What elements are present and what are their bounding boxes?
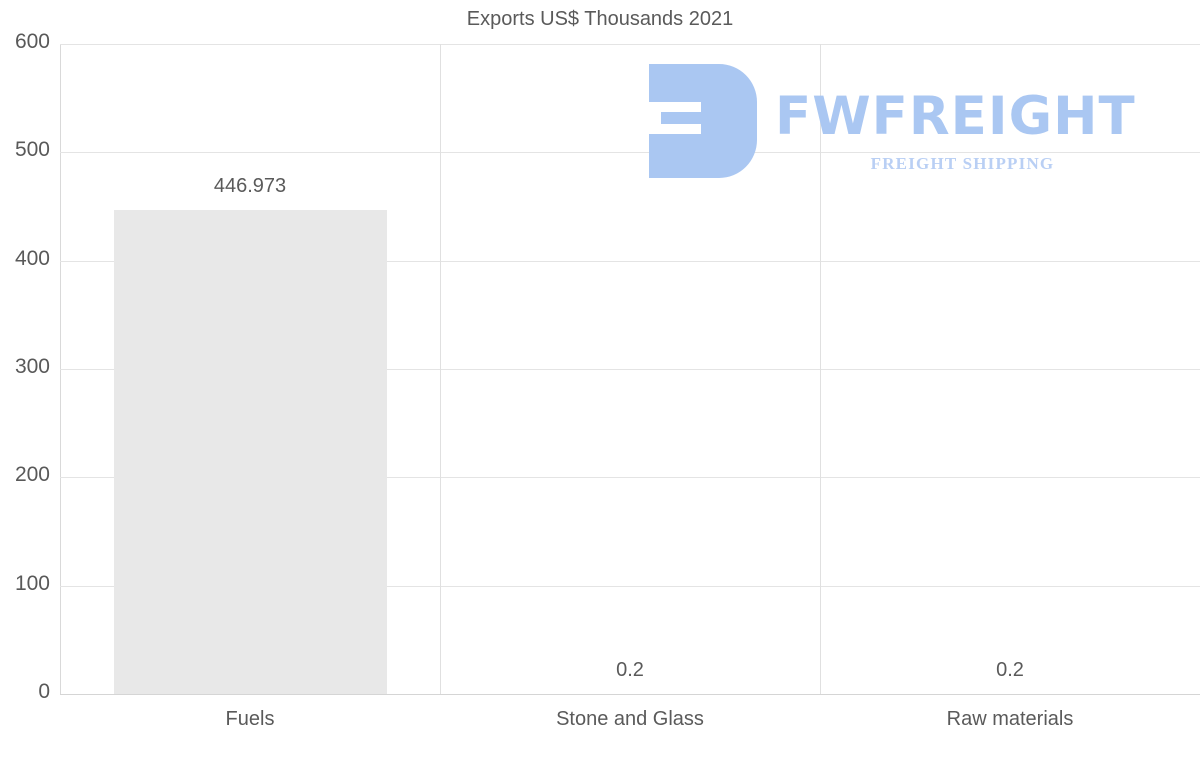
x-axis-tick-label: Fuels — [225, 708, 275, 730]
gridline — [60, 152, 1200, 153]
gridline — [60, 369, 1200, 370]
gridline — [60, 44, 1200, 45]
gridline — [60, 586, 1200, 587]
plot-area — [60, 44, 1200, 695]
data-label: 0.2 — [616, 658, 644, 681]
y-axis-tick-label: 400 — [14, 246, 50, 270]
y-axis-tick-label: 600 — [14, 30, 50, 53]
x-axis-tick-label: Raw materials — [946, 708, 1074, 730]
data-label: 0.2 — [996, 658, 1024, 681]
category-separator — [440, 44, 441, 694]
gridline — [60, 477, 1200, 478]
category-separator — [820, 44, 821, 694]
y-axis-tick-label: 300 — [14, 355, 50, 378]
gridline — [60, 261, 1200, 262]
y-axis-tick-label: 100 — [14, 571, 50, 595]
gridline — [60, 694, 1200, 695]
bar[interactable] — [114, 210, 387, 694]
y-axis-tick-label: 0 — [38, 680, 50, 703]
chart-title: Exports US$ Thousands 2021 — [466, 8, 734, 30]
x-axis-tick-label: Stone and Glass — [556, 708, 704, 730]
data-label: 446.973 — [213, 174, 287, 197]
y-axis-tick-label: 200 — [14, 463, 50, 487]
y-axis-tick-label: 500 — [14, 138, 50, 162]
